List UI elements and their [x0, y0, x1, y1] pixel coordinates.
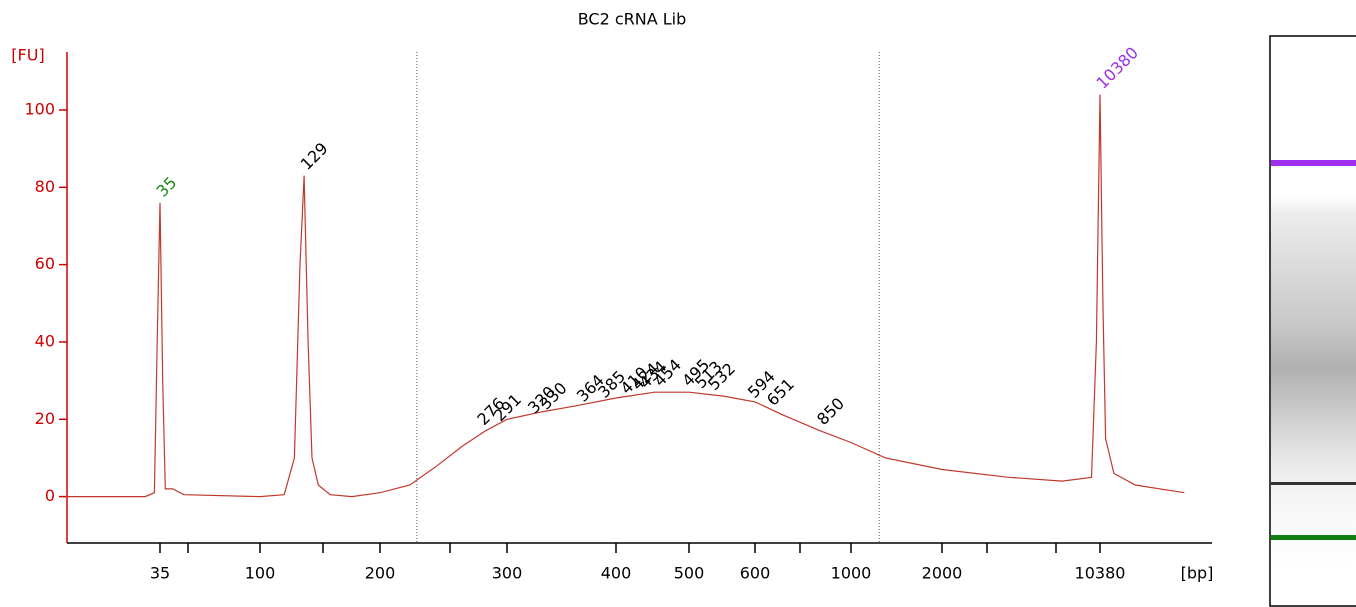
y-axis-label: [FU] [11, 46, 44, 65]
y-tick-label: 60 [35, 254, 55, 273]
y-tick-label: 0 [45, 486, 55, 505]
x-tick-label: 400 [601, 564, 632, 583]
x-tick-label: 300 [492, 564, 523, 583]
gel-lane [1269, 35, 1356, 607]
peak-label: 10380 [1093, 43, 1142, 92]
x-tick-label: 2000 [922, 564, 963, 583]
x-tick-label: 1000 [831, 564, 872, 583]
gel-band [1271, 482, 1356, 485]
peak-label: 850 [813, 394, 848, 429]
gel-upper-marker [1271, 160, 1356, 166]
x-tick-label: 500 [674, 564, 705, 583]
y-tick-label: 20 [35, 409, 55, 428]
x-tick-label: 35 [150, 564, 170, 583]
trace-line [65, 94, 1185, 498]
peak-label: 35 [153, 173, 181, 201]
peak-label: 129 [297, 139, 332, 174]
x-tick-label: 200 [365, 564, 396, 583]
x-tick-label: 10380 [1075, 564, 1126, 583]
y-tick-label: 80 [35, 177, 55, 196]
gel-lower-marker [1271, 535, 1356, 540]
x-tick-label: 100 [245, 564, 276, 583]
y-tick-label: 100 [24, 99, 55, 118]
chart-title: BC2 cRNA Lib [578, 10, 687, 29]
gel-smear [1271, 126, 1356, 566]
x-tick-label: 600 [740, 564, 771, 583]
y-tick-label: 40 [35, 331, 55, 350]
x-axis-label: [bp] [1181, 564, 1214, 583]
